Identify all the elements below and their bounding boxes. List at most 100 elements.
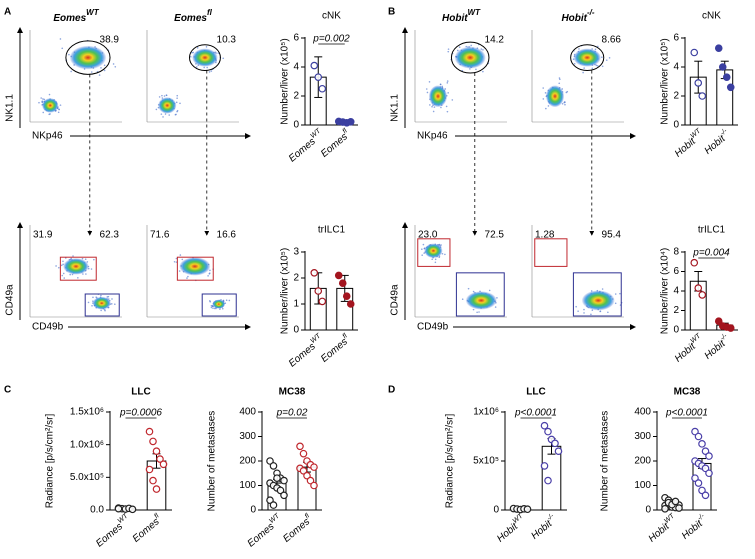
x-tick-label: EomesWT <box>244 512 285 549</box>
event-dot <box>608 57 611 59</box>
event-dot <box>196 47 199 49</box>
data-point <box>318 84 327 93</box>
y-axis-label: Number/liver (x10⁴) <box>660 248 671 335</box>
event-dot <box>564 101 566 104</box>
x-tick-label: HobitWT <box>671 127 706 159</box>
event-dot <box>451 99 454 101</box>
event-dot <box>475 68 477 71</box>
event-dot <box>434 258 437 261</box>
event-dot <box>482 49 484 51</box>
event-dot <box>476 311 478 314</box>
event-dot <box>559 78 561 81</box>
chart-title: trILC1 <box>318 225 346 236</box>
sample-title: EomesWT <box>53 8 99 24</box>
event-dot <box>95 296 97 298</box>
event-dot <box>176 97 178 99</box>
event-dot <box>210 70 213 72</box>
x-tick-label: Eomesfl <box>318 332 353 364</box>
gate <box>84 293 120 317</box>
event-dot <box>155 108 158 111</box>
event-dot <box>496 297 498 299</box>
event-dot <box>429 104 431 106</box>
data-point <box>671 497 680 506</box>
chart-title: MC38 <box>674 387 701 398</box>
panel-label: D <box>388 385 395 396</box>
density-cluster <box>424 243 443 259</box>
gate-percent: 62.3 <box>100 230 120 241</box>
event-dot <box>82 273 84 275</box>
data-point <box>273 474 281 482</box>
data-point <box>691 427 699 436</box>
event-dot <box>114 65 117 68</box>
density-cluster <box>545 85 565 108</box>
event-dot <box>583 312 585 314</box>
y-tick-label: 100 <box>239 480 256 491</box>
gate <box>450 41 490 74</box>
data-point <box>705 452 713 460</box>
data-point <box>714 44 723 52</box>
event-dot <box>478 311 480 313</box>
y-tick-label: 8 <box>673 247 679 258</box>
x-tick-label: HobitWT <box>645 512 680 544</box>
event-dot <box>63 277 66 279</box>
event-dot <box>488 289 491 292</box>
event-dot <box>72 255 74 257</box>
density-cluster <box>573 48 601 67</box>
event-dot <box>48 113 50 116</box>
y-tick-label: 4 <box>673 286 679 297</box>
event-dot <box>208 272 211 275</box>
event-dot <box>206 66 208 69</box>
y-axis-label: Number/liver (x10⁵) <box>280 38 291 124</box>
event-dot <box>431 258 433 261</box>
event-dot <box>601 56 603 59</box>
event-dot <box>161 94 163 97</box>
event-dot <box>209 300 211 302</box>
event-dot <box>445 105 448 108</box>
sample-genotype: -/- <box>587 8 595 17</box>
event-dot <box>176 94 179 97</box>
event-dot <box>434 261 437 264</box>
event-dot <box>203 66 205 69</box>
axis-label: NK1.1 <box>5 94 16 122</box>
event-dot <box>62 272 65 275</box>
event-dot <box>431 105 433 108</box>
x-tick-label: Hobit-/- <box>701 127 733 156</box>
sample-name: Eomes <box>53 13 86 24</box>
event-dot <box>40 97 42 99</box>
y-tick-label: 0 <box>293 120 299 131</box>
y-tick-label: 300 <box>239 431 256 442</box>
data-point <box>334 271 343 280</box>
event-dot <box>42 111 45 114</box>
data-point <box>698 291 707 299</box>
event-dot <box>59 104 62 106</box>
gate <box>65 40 111 75</box>
y-tick-label: 400 <box>634 407 651 418</box>
event-dot <box>158 96 161 98</box>
category-genotype: WT <box>309 332 322 345</box>
event-dot <box>421 254 423 256</box>
data-point <box>346 300 355 308</box>
event-dot <box>575 305 577 308</box>
axis-label: CD49b <box>417 322 449 333</box>
gate <box>59 256 97 281</box>
data-point <box>310 61 319 70</box>
y-tick-label: 0 <box>250 505 256 516</box>
event-dot <box>582 71 584 74</box>
event-dot <box>43 98 46 101</box>
category-genotype: fl <box>304 512 312 520</box>
event-dot <box>84 258 87 261</box>
event-dot <box>160 113 163 115</box>
chart-title: cNK <box>322 11 341 22</box>
event-dot <box>446 82 449 84</box>
sample-genotype: WT <box>468 8 482 17</box>
data-point <box>314 73 323 81</box>
x-tick-label: Eomesfl <box>129 512 164 544</box>
event-dot <box>578 48 580 50</box>
data-point <box>296 442 304 451</box>
data-point <box>299 466 308 475</box>
event-dot <box>90 71 93 73</box>
sample-title: Hobit-/- <box>561 8 594 24</box>
event-dot <box>213 307 216 310</box>
event-dot <box>482 70 484 73</box>
event-dot <box>210 306 213 309</box>
